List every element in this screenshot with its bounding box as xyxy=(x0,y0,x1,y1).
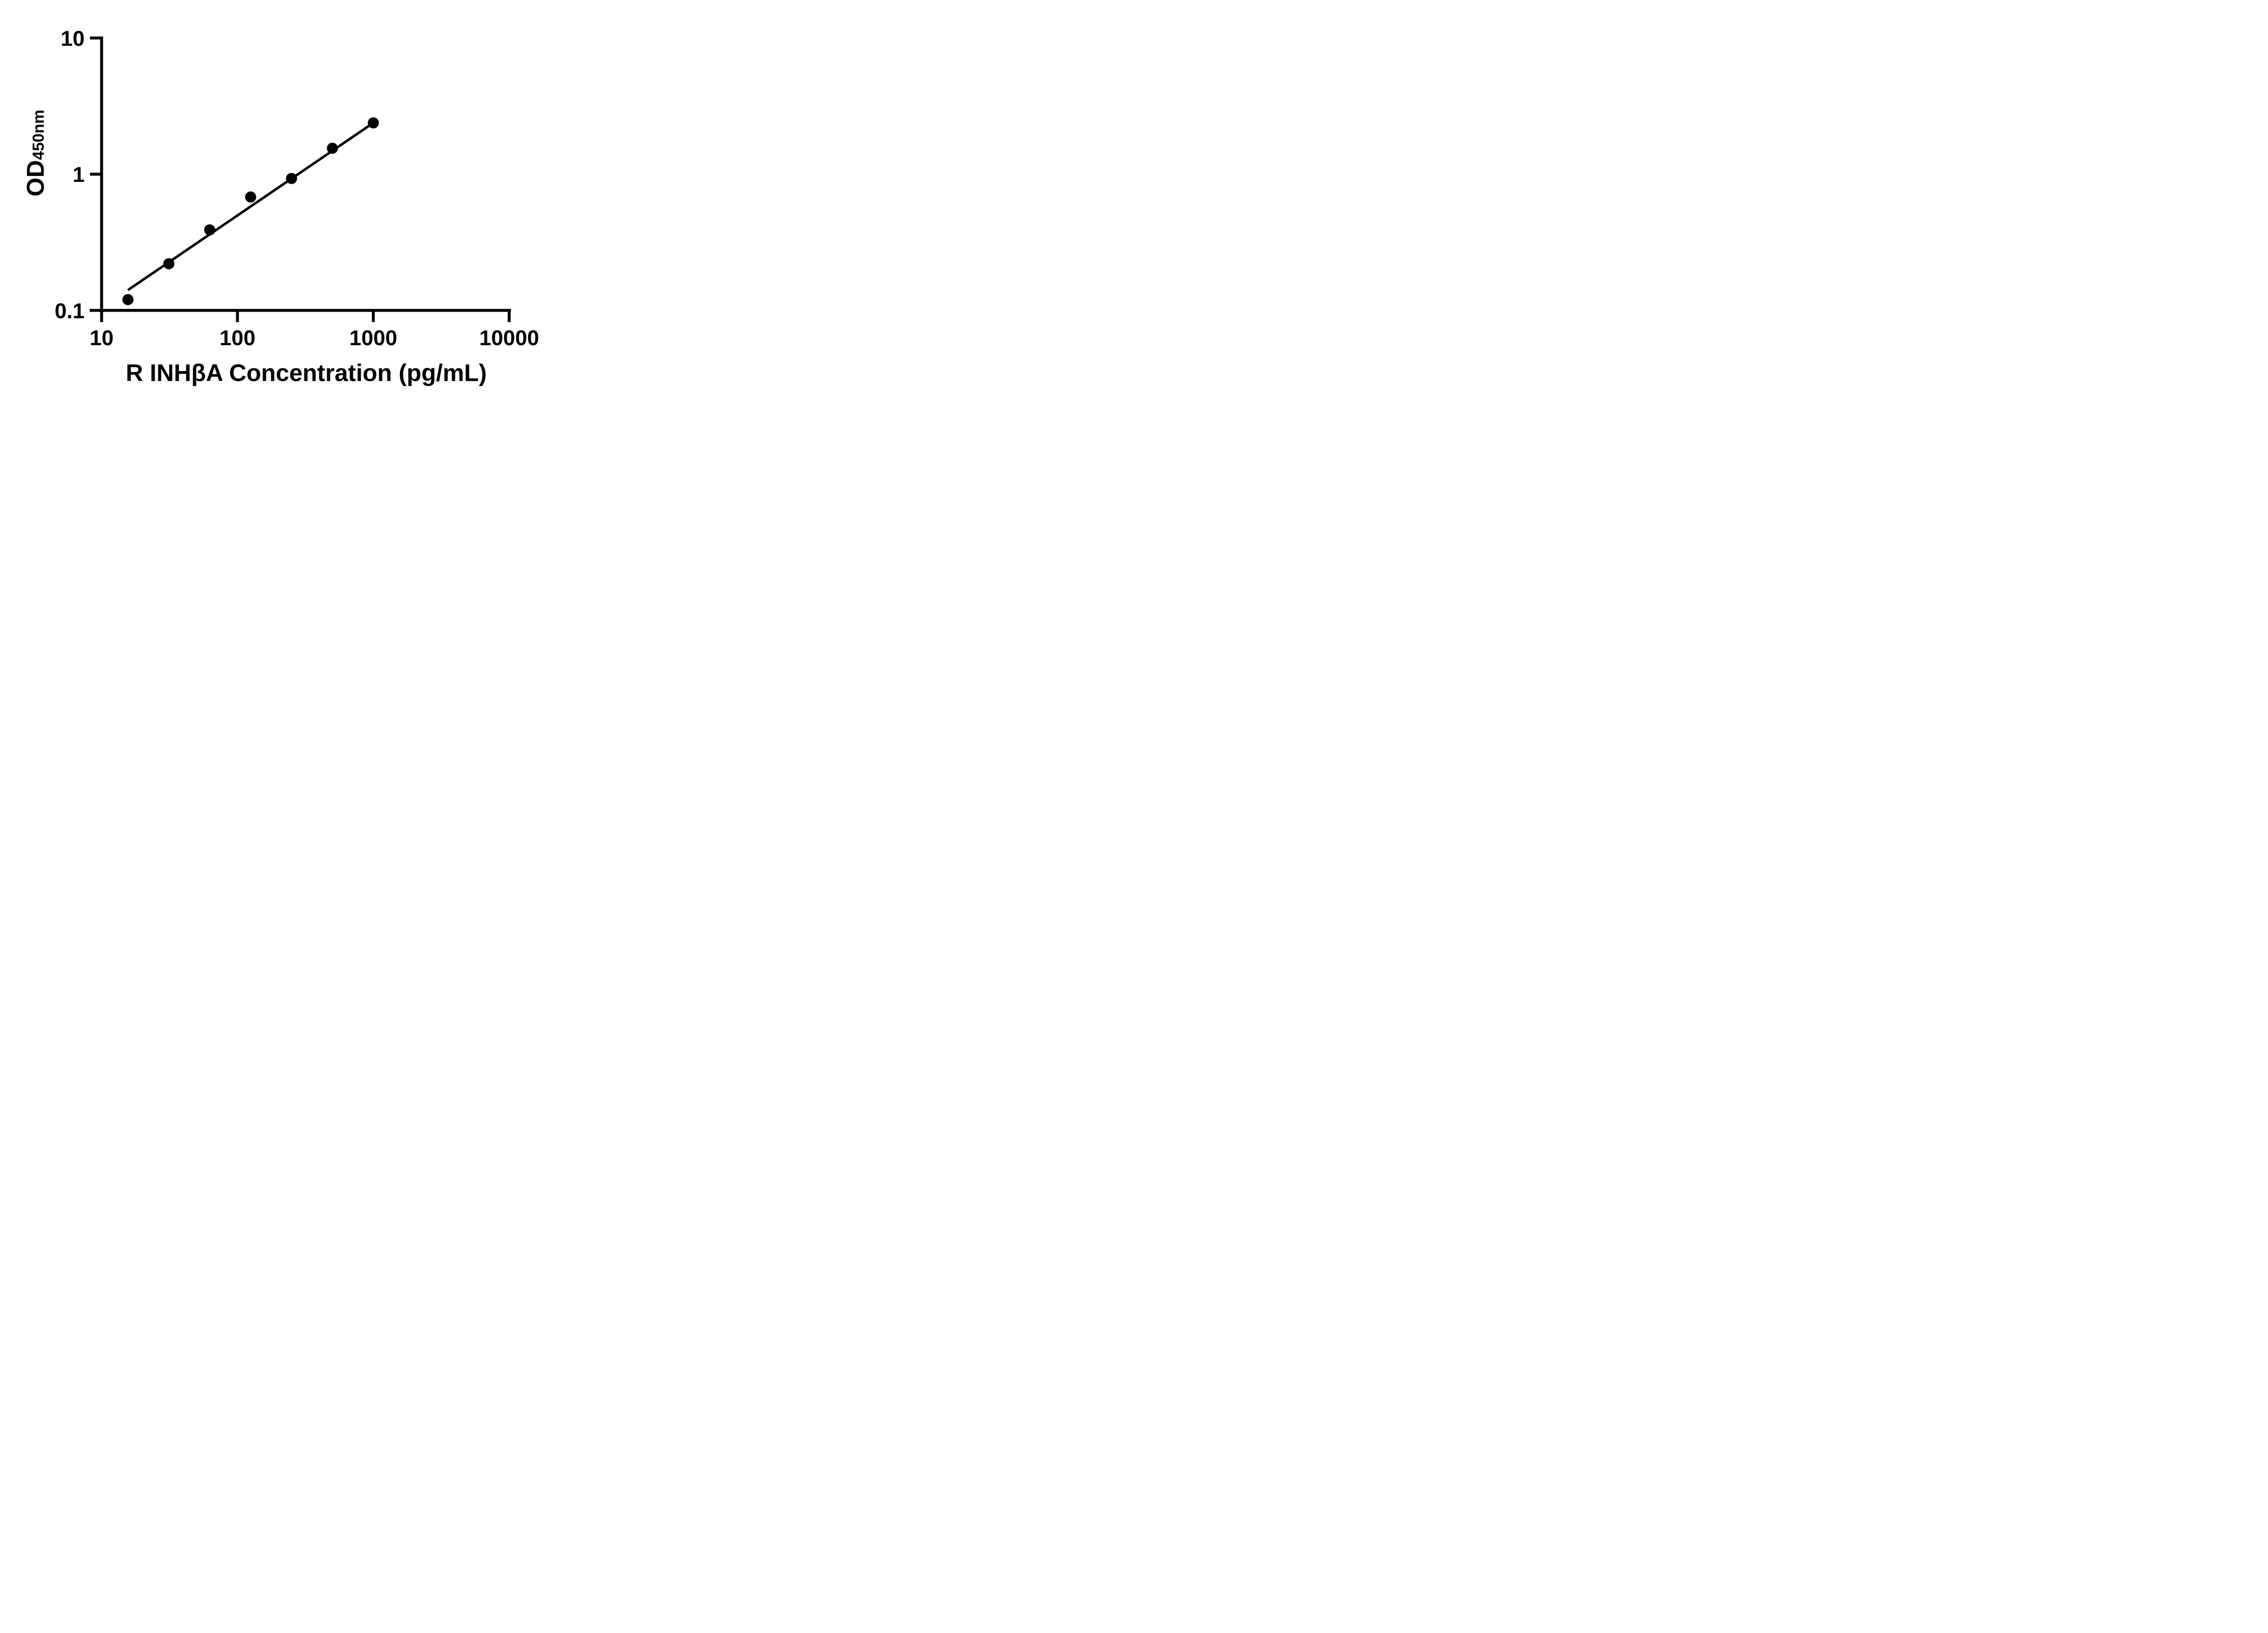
x-tick-label: 10000 xyxy=(479,326,539,350)
y-axis-title-sub: 450nm xyxy=(30,110,48,160)
data-point xyxy=(367,117,379,129)
data-point xyxy=(327,142,338,154)
y-tick-label: 0.1 xyxy=(54,299,84,323)
standard-curve-chart: 0.1 1 10 10 100 1000 10000 R INHβA Concentrati… xyxy=(22,27,539,386)
plot-area: 0.1 1 10 10 100 1000 10000 xyxy=(54,27,539,350)
elisa-standard-curve-figure: 0.1 1 10 10 100 1000 10000 R INHβA Concentrati… xyxy=(0,0,572,408)
y-tick-label: 10 xyxy=(61,27,85,51)
x-tick-label: 10 xyxy=(90,326,114,350)
x-tick-label: 100 xyxy=(220,326,255,350)
y-axis-title: OD450nm xyxy=(22,110,49,197)
data-point xyxy=(163,258,175,269)
data-point xyxy=(204,224,215,236)
x-axis-title: R INHβA Concentration (pg/mL) xyxy=(126,360,487,386)
x-tick-label: 1000 xyxy=(349,326,397,350)
y-axis-title-main: OD xyxy=(22,160,49,197)
data-point xyxy=(286,173,297,184)
data-point xyxy=(122,294,134,305)
y-tick-label: 1 xyxy=(73,163,84,187)
data-point xyxy=(245,191,256,203)
